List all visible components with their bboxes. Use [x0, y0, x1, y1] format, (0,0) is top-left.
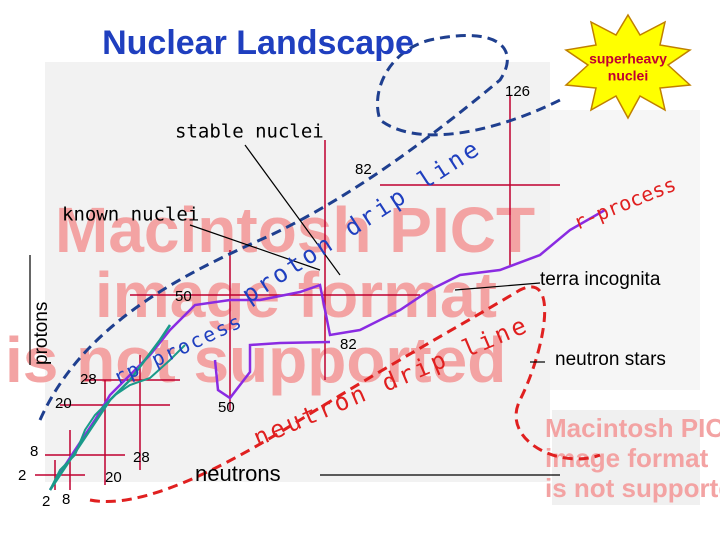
callout-text: nuclei: [608, 68, 648, 84]
known-nuclei-boundary: [49, 344, 186, 491]
neutron-drip-line: [89, 285, 601, 503]
arrow: [189, 224, 321, 271]
magic-lines: [35, 95, 560, 490]
proton-drip-line: [38, 34, 561, 421]
magic-number: 28: [133, 449, 150, 466]
arrow: [454, 282, 541, 291]
magic-number: 2: [42, 493, 50, 510]
label: neutron stars: [555, 349, 666, 370]
magic-number: 50: [218, 399, 235, 416]
arrow: [244, 144, 341, 276]
magic-number: 82: [340, 336, 357, 353]
magic-number: 28: [80, 371, 97, 388]
image-area: [550, 110, 700, 390]
callout-star: [564, 13, 692, 120]
label: neutrons: [195, 461, 281, 486]
placeholder-line: Macintosh PICT: [55, 194, 535, 266]
label: terra incognita: [540, 269, 661, 290]
image-area-small: [552, 410, 700, 505]
callout-text: superheavy: [589, 51, 667, 67]
placeholder-line: Macintosh PICT: [545, 413, 720, 443]
magic-number: 8: [30, 443, 38, 460]
title: Nuclear Landscape: [102, 24, 414, 62]
label: stable nuclei: [175, 121, 324, 143]
placeholder-line: is not supported: [5, 324, 506, 396]
magic-number: 82: [355, 161, 372, 178]
known-nuclei-boundary: [213, 340, 331, 400]
magic-number: 20: [105, 469, 122, 486]
magic-number: 126: [505, 83, 530, 100]
magic-number: 50: [175, 288, 192, 305]
label: protons: [31, 302, 52, 365]
known-nuclei-boundary: [48, 324, 172, 491]
label: known nuclei: [62, 204, 199, 226]
magic-number: 8: [62, 491, 70, 508]
placeholder-line: is not supported: [545, 473, 720, 503]
magic-number: 20: [55, 395, 72, 412]
magic-number: 2: [18, 467, 26, 484]
arrows: [29, 144, 560, 476]
